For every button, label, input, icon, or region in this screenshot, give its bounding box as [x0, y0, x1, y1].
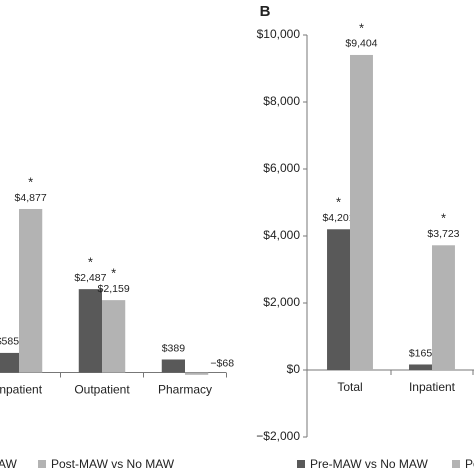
value-label: $585: [0, 336, 19, 348]
value-label: $4,877: [15, 192, 47, 204]
legend-label: Pre-MAW vs No MAW: [0, 457, 17, 471]
bar: [185, 372, 209, 375]
bar: [161, 359, 185, 373]
y-tick-label: $10,000: [257, 27, 301, 41]
legend-swatch: [452, 460, 460, 468]
y-tick-label: $6,000: [263, 161, 300, 175]
y-tick-label: $0: [287, 362, 301, 376]
value-label: $4,201: [322, 212, 354, 224]
bar: [327, 229, 350, 370]
y-tick-label: $2,000: [263, 295, 300, 309]
x-tick-label: Inpatient: [0, 383, 43, 397]
x-tick-label: Pharmacy: [158, 383, 212, 397]
y-tick-label: $4,000: [263, 228, 300, 242]
significance-marker: *: [111, 266, 116, 281]
value-label: $2,159: [98, 283, 130, 295]
legend-swatch: [297, 460, 305, 468]
value-label: $9,404: [345, 38, 377, 50]
legend-swatch: [38, 460, 46, 468]
legend-label: Pre-MAW vs No MAW: [310, 457, 428, 471]
value-label: $389: [162, 342, 186, 354]
significance-marker: *: [441, 211, 446, 226]
y-tick-label: −$2,000: [256, 429, 300, 443]
significance-marker: *: [28, 174, 33, 189]
significance-marker: *: [88, 255, 93, 270]
value-label: $165: [409, 347, 433, 359]
value-label: $3,723: [427, 228, 459, 240]
x-tick-label: Inpatient: [409, 380, 456, 394]
bar: [432, 245, 455, 370]
bar: [78, 289, 102, 373]
value-label: −$68: [210, 357, 234, 369]
value-label: $2,487: [74, 272, 106, 284]
bar: [409, 364, 432, 370]
x-tick-label: Outpatient: [74, 383, 130, 397]
bar: [102, 300, 126, 373]
significance-marker: *: [359, 20, 364, 35]
bar: [350, 54, 373, 370]
panel-title: B: [260, 3, 271, 20]
legend-label: Post-MAW vs No MAW: [465, 457, 474, 471]
bar: [0, 352, 19, 373]
x-tick-label: Total: [337, 380, 362, 394]
y-tick-label: $8,000: [263, 94, 300, 108]
bar: [19, 208, 43, 373]
significance-marker: *: [336, 195, 341, 210]
legend-label: Post-MAW vs No MAW: [51, 457, 175, 471]
